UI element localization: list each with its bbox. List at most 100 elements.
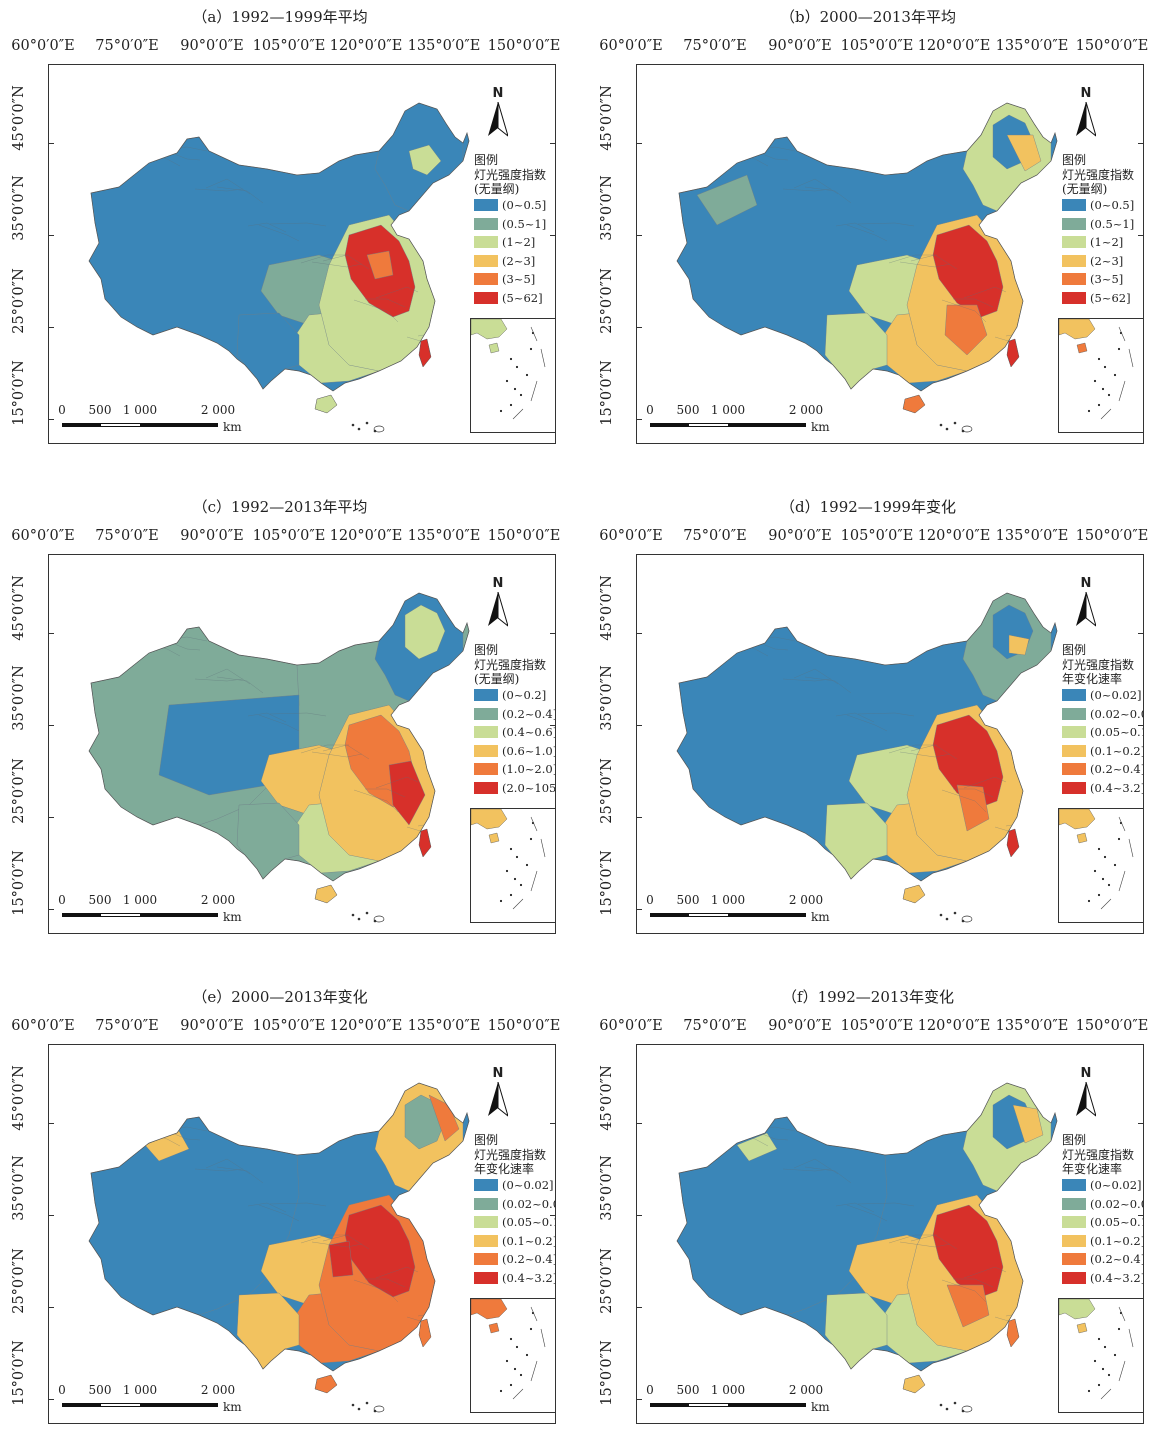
north-arrow-icon: [488, 592, 508, 627]
latitude-label: 15°0′0″N: [11, 850, 27, 916]
admin-boundary: [698, 852, 746, 864]
admin-boundary: [888, 744, 937, 754]
admin-boundary: [311, 751, 363, 758]
inset-islet: [525, 373, 529, 377]
admin-boundary: [216, 1166, 264, 1184]
taiwan-island: [1006, 338, 1020, 368]
legend-subtitle: 年变化速率: [1062, 1162, 1123, 1176]
islet: [953, 911, 957, 915]
legend-item: (0.1~0.2]: [1062, 1232, 1143, 1251]
frame-tick: [550, 235, 555, 236]
legend-heading: 图例: [1062, 1133, 1087, 1147]
legend-heading: 图例: [474, 643, 499, 657]
legend-heading: 图例: [1062, 153, 1087, 167]
islet: [365, 1401, 369, 1405]
latitude-axis: 45°0′0″N 35°0′0″N 25°0′0″N 15°0′0″N: [588, 63, 628, 443]
legend-subtitle: (无量纲): [474, 672, 520, 686]
latitude-label: 25°0′0″N: [11, 268, 27, 334]
hainan-island: [902, 1374, 926, 1394]
legend-label: (0~0.02]: [502, 1178, 554, 1193]
legend-swatch: [474, 273, 498, 286]
country-outline: [88, 1082, 470, 1372]
frame-tick: [49, 143, 54, 144]
admin-boundary: [846, 1204, 888, 1222]
inset-coast: [470, 1298, 508, 1320]
legend-item: (0.1~0.2]: [474, 1232, 556, 1251]
inset-islet: [513, 1367, 517, 1371]
admin-boundary: [247, 712, 287, 723]
islet: [939, 423, 943, 427]
admin-boundary: [698, 1342, 746, 1354]
inset-hainan: [1076, 832, 1088, 844]
admin-boundary: [953, 788, 994, 798]
inset-islet: [1101, 1367, 1105, 1371]
legend-item: (0~0.5]: [474, 196, 555, 215]
legend-label: (0.4~0.6]: [502, 725, 556, 740]
legend-item: (0.5~1]: [474, 215, 555, 234]
legend-swatch: [474, 217, 498, 230]
latitude-label: 35°0′0″N: [599, 1155, 615, 1221]
longitude-label: 105°0′0″E: [252, 528, 326, 544]
legend-item: (0.4~3.2]: [474, 1269, 555, 1288]
map-frame: 图例 灯光强度指数 (无量纲) (0~0.5] (0.5~1] (1~2] (2~3] (3~…: [48, 64, 556, 444]
admin-boundary: [300, 1234, 349, 1244]
south-china-sea-inset: [470, 1298, 555, 1413]
scale-segment: [100, 1403, 142, 1407]
scale-tick-label: 1 000: [710, 893, 746, 907]
legend-heading: 图例: [474, 1133, 499, 1147]
legend-swatch: [474, 744, 498, 757]
inset-islet: [1117, 1327, 1121, 1331]
scale-tick-label: 500: [676, 403, 700, 417]
admin-boundary: [110, 852, 158, 864]
frame-tick: [637, 725, 642, 726]
admin-boundary: [375, 776, 419, 789]
admin-boundary: [899, 1241, 951, 1248]
longitude-label: 135°0′0″E: [407, 528, 481, 544]
admin-boundary: [687, 863, 733, 879]
inset-islet: [1097, 1337, 1101, 1341]
frame-tick: [49, 633, 54, 634]
admin-boundary: [899, 261, 951, 268]
legend-item: (3~5]: [474, 270, 555, 289]
legend-swatch: [1062, 217, 1086, 230]
legend-item: (0.4~3.2]: [1062, 1269, 1143, 1288]
legend-swatch: [1062, 1271, 1086, 1284]
taiwan-island: [1006, 828, 1020, 858]
map-panel: （e）2000—2013年变化 60°0′0″E 75°0′0″E 90°0′0″E 1…: [0, 988, 560, 1428]
legend: 图例 灯光强度指数 (无量纲) (0~0.5] (0.5~1] (1~2] (2~3] (3~…: [474, 153, 555, 307]
inset-islet: [509, 1337, 513, 1341]
inset-islet: [1097, 1383, 1101, 1387]
scale-tick-label: 2 000: [788, 893, 824, 907]
scale-tick-label: 1 000: [710, 1383, 746, 1397]
scale-bar: 0 500 1 000 2 000 km: [646, 893, 829, 924]
legend-label: (0.1~0.2]: [502, 1233, 556, 1248]
legend-item: (0.2~0.4]: [1062, 760, 1143, 779]
north-arrow-icon: [1076, 592, 1096, 627]
admin-boundary: [110, 362, 158, 374]
taiwan-island: [418, 338, 432, 368]
admin-boundary: [269, 222, 327, 227]
inset-boundary: [512, 816, 546, 910]
frame-tick: [637, 909, 642, 910]
inset-islet: [1097, 357, 1101, 361]
admin-boundary: [99, 1353, 145, 1369]
legend-item: (0~0.5]: [1062, 196, 1143, 215]
islet: [953, 1401, 957, 1405]
admin-boundary: [804, 676, 852, 694]
scale-segment: [62, 1403, 100, 1407]
legend-label: (0.2~0.4]: [502, 706, 556, 721]
scale-tick-label: 2 000: [200, 893, 236, 907]
province-region: [428, 1094, 460, 1142]
scale-tick-label: 0: [58, 403, 66, 417]
inset-coast: [1058, 808, 1096, 830]
islet: [365, 421, 369, 425]
province-region: [388, 760, 426, 826]
south-china-sea-inset: [1058, 318, 1143, 433]
north-label: N: [492, 1066, 504, 1081]
inset-islet: [513, 387, 517, 391]
province-region: [1006, 134, 1042, 172]
admin-boundary: [216, 186, 264, 204]
admin-boundary: [205, 178, 251, 195]
